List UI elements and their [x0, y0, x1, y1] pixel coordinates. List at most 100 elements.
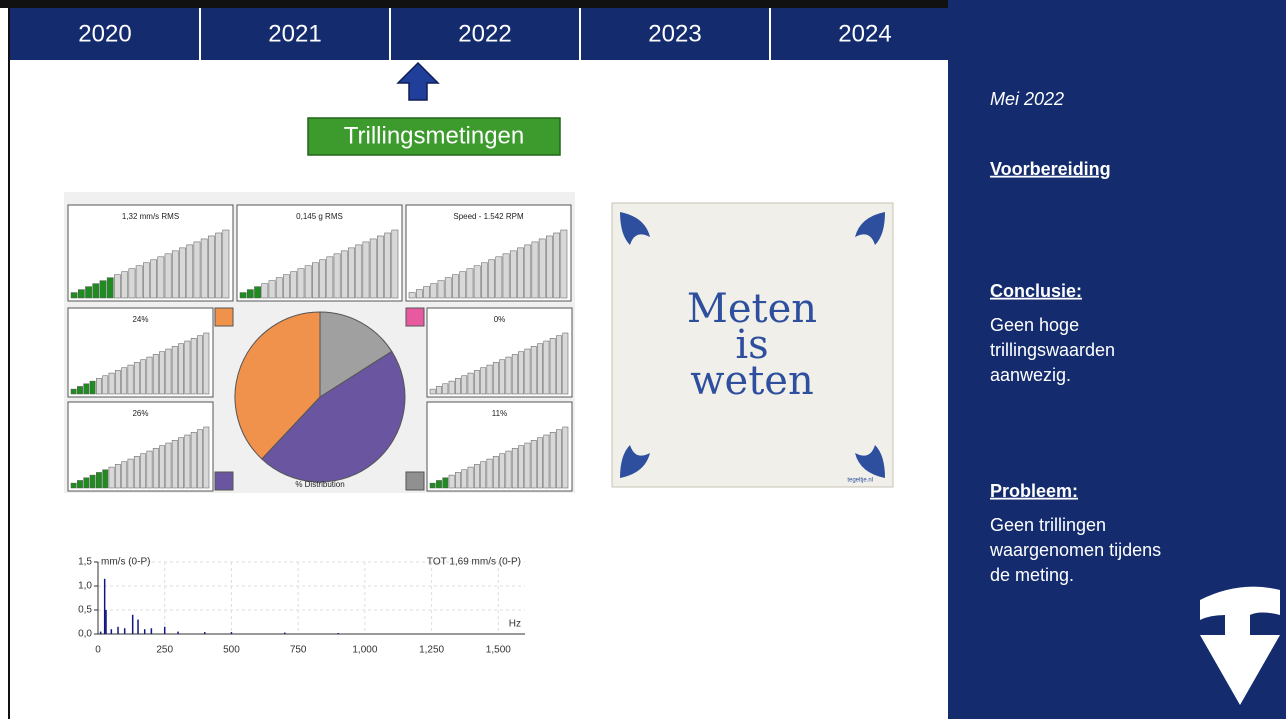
gauge-bar: [203, 332, 210, 395]
gauge-bar: [146, 450, 153, 489]
gauge-bar: [186, 244, 194, 299]
gauge-bar: [562, 332, 569, 395]
gauge-label: 24%: [132, 315, 148, 324]
x-tick-label: 0: [95, 645, 101, 656]
gauge-bar: [165, 442, 172, 489]
gauge-bar: [114, 464, 121, 489]
gauge-bar: [437, 280, 445, 299]
gauge-bar: [486, 458, 493, 489]
x-tick-label: 250: [156, 645, 173, 656]
timeline: 2020 2021 2022 2023 2024: [78, 8, 892, 60]
gauge-bar: [499, 453, 506, 489]
year-label: 2023: [648, 20, 701, 47]
gauge-bar: [268, 280, 276, 299]
gauge-bar: [543, 434, 550, 489]
gauge-bar: [524, 348, 531, 395]
gauge-bar: [473, 370, 480, 395]
gauge-bar: [157, 256, 165, 299]
gauge-level: [89, 380, 96, 395]
gauge-bar: [190, 432, 197, 489]
body-line: de meting.: [990, 565, 1074, 585]
gauge-level: [77, 289, 85, 299]
heading: Voorbereiding: [990, 159, 1111, 179]
gauge-bar: [377, 235, 384, 299]
gauge-level: [85, 286, 92, 299]
ornament: [620, 445, 650, 478]
x-tick-label: 750: [290, 645, 307, 656]
gauge-bar: [96, 378, 102, 395]
y-tick-label: 0,5: [78, 605, 92, 616]
gauge-bar: [297, 268, 305, 299]
gauge-bar: [473, 265, 481, 299]
legend-swatch: [405, 471, 425, 491]
gauge-bar: [517, 247, 524, 299]
gauge-bar: [133, 362, 140, 395]
gauge-bar: [159, 351, 166, 395]
gauge-bar: [355, 244, 363, 299]
ornament: [855, 445, 885, 478]
gauge-bar: [184, 434, 191, 489]
gauge-bar: [502, 253, 510, 299]
gauge-bar: [133, 456, 140, 489]
gauge-bar: [481, 262, 488, 299]
x-unit: Hz: [509, 619, 521, 630]
gauge-bar: [165, 348, 172, 395]
gauge-bar: [467, 372, 474, 395]
body-line: Geen trillingen: [990, 515, 1106, 535]
logo: [1200, 586, 1280, 705]
gauge-bar: [275, 277, 283, 299]
gauge-bar: [319, 259, 326, 299]
gauge-bar: [190, 338, 197, 395]
gauge-bar: [518, 445, 525, 489]
ornament: [855, 212, 885, 245]
ornament: [620, 212, 650, 245]
pie-slice: [261, 350, 406, 483]
gauge-bar: [556, 335, 562, 395]
gauge-bar: [408, 292, 416, 299]
pie-slice: [319, 311, 393, 398]
gauge-bar: [208, 235, 215, 299]
gauge-bar: [543, 340, 550, 395]
gauge-bar: [333, 253, 341, 299]
gauge-bar: [184, 340, 191, 395]
gauge-bar: [505, 356, 512, 395]
gauge-level: [92, 283, 100, 299]
gauge-bar: [326, 256, 334, 299]
gauge-bar: [553, 232, 561, 299]
gauge-bar: [179, 247, 186, 299]
pie-label: % Distribution: [295, 480, 344, 489]
gauge-bar: [455, 472, 461, 489]
gauge-level: [442, 477, 449, 489]
gauge-bar: [152, 354, 159, 395]
gauge-level: [77, 480, 83, 489]
gauge-label: 1,32 mm/s RMS: [122, 212, 179, 221]
gauge-label: 0%: [494, 315, 506, 324]
gauge-level: [429, 482, 436, 489]
gauge-bar: [200, 238, 208, 299]
gauge-bar: [121, 367, 128, 395]
gauge-bar: [215, 232, 223, 299]
gauge-bar: [492, 362, 499, 395]
gauge-bar: [261, 283, 269, 299]
gauge-bar: [178, 437, 184, 489]
x-tick-label: 500: [223, 645, 240, 656]
body-line: waargenomen tijdens: [989, 540, 1161, 560]
gauge-bar: [193, 241, 201, 299]
y-tick-label: 1,5: [78, 557, 92, 568]
gauge-bar: [530, 440, 537, 489]
x-tick-label: 1,250: [419, 645, 444, 656]
gauge-bar: [524, 442, 531, 489]
tile-credit: tegeltje.nl: [847, 478, 873, 484]
gauge-bar: [430, 283, 438, 299]
gauge-level: [83, 477, 90, 489]
gauge-bar: [461, 375, 468, 395]
top-edge: [0, 0, 1286, 8]
gauge-bar: [537, 343, 543, 395]
gauge-bar: [511, 354, 518, 395]
gauge-label: 11%: [492, 409, 507, 418]
y-tick-label: 1,0: [78, 581, 92, 592]
gauge-bar: [152, 448, 159, 489]
heading: Conclusie:: [990, 281, 1082, 301]
gauge-bar: [448, 474, 455, 489]
body-line: Geen hoge: [990, 315, 1079, 335]
